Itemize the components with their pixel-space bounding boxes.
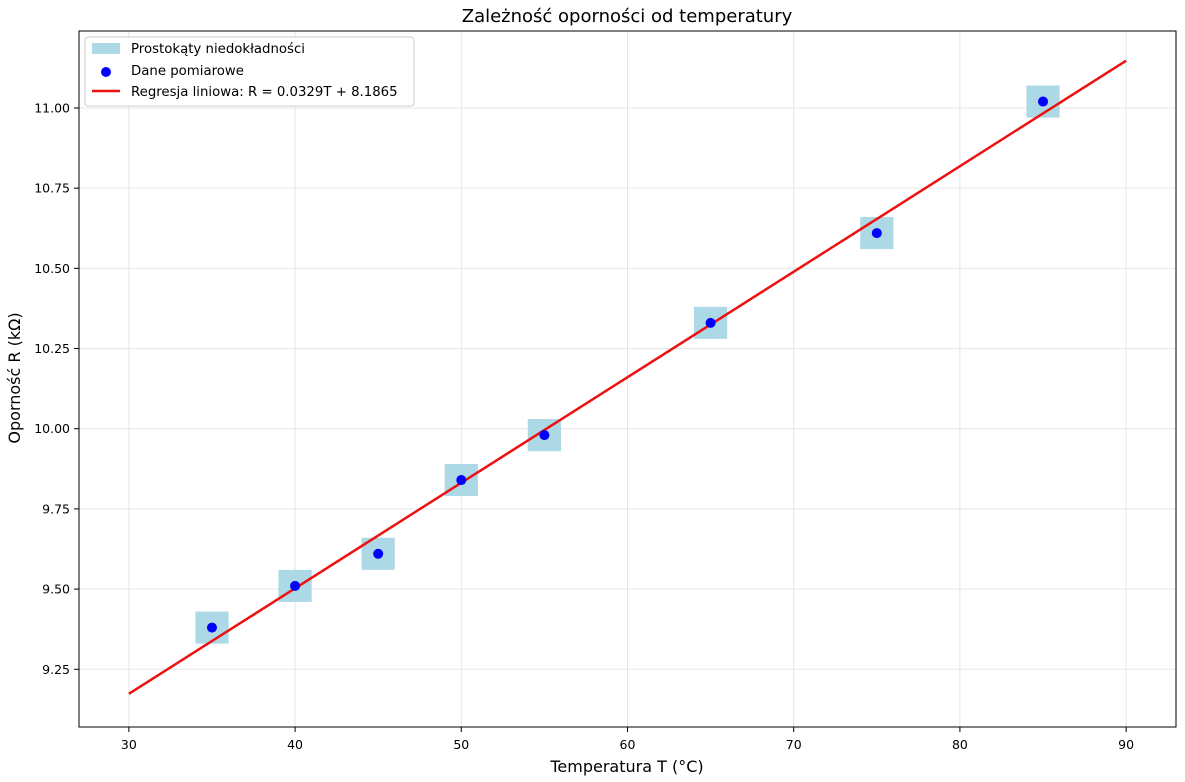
y-axis-ticks: 9.25 9.50 9.75 10.00 10.25 10.50 10.75 11.00 [34, 100, 79, 677]
x-axis-label: Temperatura T (°C) [549, 757, 703, 776]
data-point [539, 430, 550, 441]
legend-box [84, 36, 415, 107]
legend-swatch-uncertainty [92, 43, 120, 54]
data-point [373, 548, 384, 559]
data-point [705, 317, 716, 328]
x-tick-label: 40 [287, 737, 303, 752]
x-tick-label: 70 [786, 737, 802, 752]
data-point [456, 475, 467, 486]
y-tick-label: 10.75 [34, 181, 70, 196]
legend-swatch-points [101, 67, 111, 77]
x-tick-label: 50 [453, 737, 469, 752]
data-point [290, 580, 301, 591]
y-tick-label: 11.00 [34, 100, 70, 115]
y-tick-label: 9.50 [42, 582, 70, 597]
legend-label-regression: Regresja liniowa: R = 0.0329T + 8.1865 [131, 85, 398, 100]
data-points [206, 96, 1049, 633]
y-tick-label: 10.00 [34, 421, 70, 436]
x-tick-label: 60 [620, 737, 636, 752]
x-tick-label: 30 [121, 737, 137, 752]
y-tick-label: 9.25 [42, 662, 70, 677]
x-axis-ticks: 30 40 50 60 70 80 90 [121, 727, 1134, 752]
chart-title: Zależność oporności od temperatury [462, 6, 793, 27]
y-axis-label: Oporność R (kΩ) [5, 312, 24, 443]
x-tick-label: 80 [952, 737, 968, 752]
x-tick-label: 90 [1118, 737, 1134, 752]
data-point [1038, 96, 1049, 107]
legend: Prostokąty niedokładności Dane pomiarowe… [84, 36, 415, 107]
y-tick-label: 10.50 [34, 261, 70, 276]
data-point [206, 622, 217, 633]
y-tick-label: 9.75 [42, 501, 70, 516]
legend-label-uncertainty: Prostokąty niedokładności [131, 41, 305, 57]
grid [79, 31, 1176, 727]
data-point [871, 228, 882, 239]
y-tick-label: 10.25 [34, 341, 70, 356]
legend-label-points: Dane pomiarowe [131, 64, 244, 79]
